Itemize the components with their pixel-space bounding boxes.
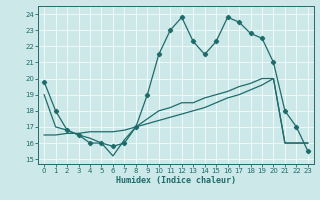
X-axis label: Humidex (Indice chaleur): Humidex (Indice chaleur) xyxy=(116,176,236,185)
